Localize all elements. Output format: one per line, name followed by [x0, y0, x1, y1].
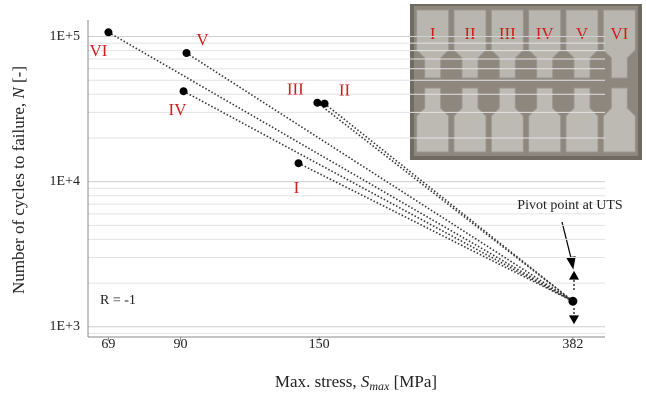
point [294, 159, 303, 168]
x-axis-label-part: Max. stress, [275, 372, 361, 391]
point [182, 49, 191, 58]
inset-label: I [430, 24, 436, 43]
point-label: IV [169, 100, 188, 119]
point-label: II [339, 81, 351, 100]
photo-wall [414, 6, 638, 156]
y-axis-label-part: N [9, 86, 28, 100]
y-tick-label: 1E+5 [50, 29, 80, 44]
y-axis-label-part: [-] [9, 66, 28, 87]
specimen-top [490, 9, 524, 79]
y-axis-label-part: Number of cycles to failure, [9, 99, 28, 294]
x-axis-label-part: S [361, 372, 370, 391]
trend-line [298, 162, 574, 302]
trend-line [324, 102, 574, 302]
x-axis-label: Max. stress, Smax [MPa] [275, 372, 437, 393]
point-label: I [294, 178, 300, 197]
inset-photo: I II III IV V VI [410, 4, 642, 160]
trend-line [186, 52, 574, 302]
x-tick-label: 90 [174, 337, 188, 352]
point [320, 99, 329, 108]
inset-label: V [576, 24, 589, 43]
x-tick-label: 150 [309, 337, 330, 352]
trend-line [183, 90, 574, 302]
point [104, 28, 113, 37]
x-tick-label: 69 [101, 337, 115, 352]
inset-label: VI [610, 24, 628, 43]
point [179, 87, 188, 96]
specimen-bottom [602, 87, 636, 153]
point [313, 98, 322, 107]
inset-label: II [464, 24, 476, 43]
y-tick-label: 1E+3 [50, 319, 80, 334]
pivot-point [568, 296, 578, 306]
inset-label: IV [536, 24, 555, 43]
x-axis-label-part: [MPa] [389, 372, 437, 391]
x-tick-label: 382 [562, 337, 583, 352]
y-tick-label: 1E+4 [50, 174, 80, 189]
pivot-label: Pivot point at UTS [517, 198, 622, 213]
annotation: R = -1 [100, 293, 136, 308]
inset-label: III [499, 24, 516, 43]
x-axis-label-part: max [369, 379, 390, 393]
specimen-top [416, 9, 450, 79]
y-axis-label: Number of cycles to failure, N [-] [9, 66, 28, 294]
specimen-top [453, 9, 487, 79]
specimen-top [528, 9, 562, 79]
point-label: V [196, 30, 209, 49]
specimen-top [602, 9, 636, 79]
pivot-arrows [561, 221, 580, 325]
point-label: VI [89, 41, 107, 60]
specimen-top [565, 9, 599, 79]
point-label: III [287, 80, 304, 99]
